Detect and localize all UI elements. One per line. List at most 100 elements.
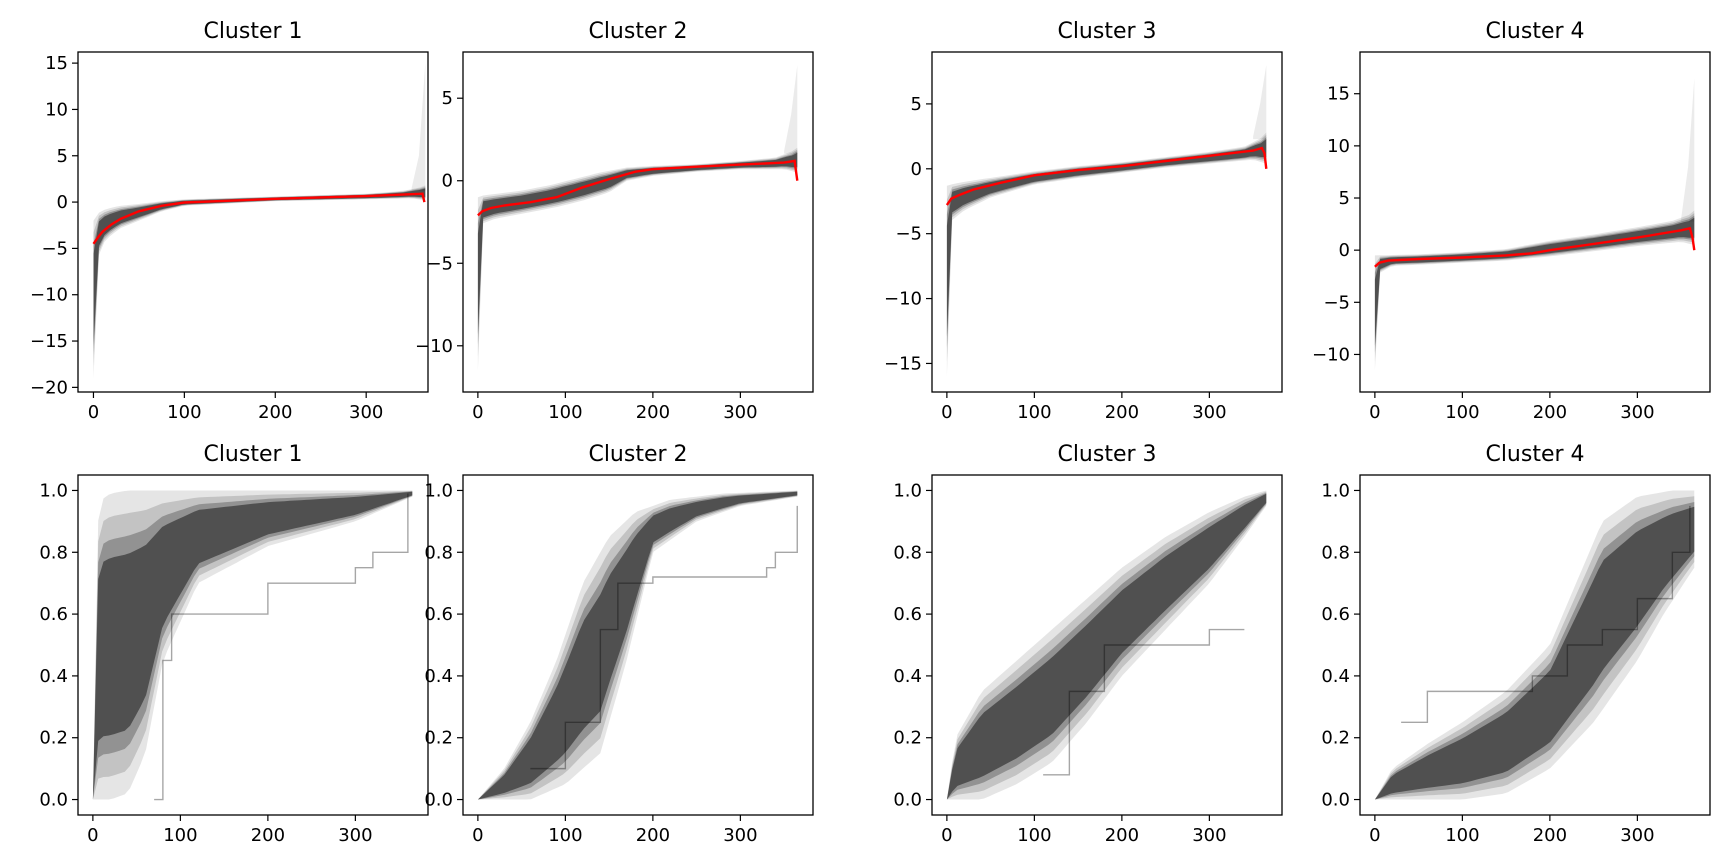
y-tick-label: 0.8 <box>893 542 922 563</box>
y-tick-label: −10 <box>415 336 453 357</box>
x-tick-label: 200 <box>258 402 292 423</box>
x-tick-label: 100 <box>1445 402 1479 423</box>
density-band-layer <box>1374 496 1695 800</box>
plot-area <box>92 490 413 801</box>
y-tick-label: 0.2 <box>424 728 453 749</box>
y-tick-label: 1.0 <box>1321 480 1350 501</box>
panel-8: 0 100 200 300 0.0 0.2 0.4 0.6 0.8 1.0 Cluster 4 <box>1321 442 1711 846</box>
density-band-layer <box>92 491 413 800</box>
density-band-layer <box>477 152 798 335</box>
y-tick-label: −5 <box>1323 292 1350 313</box>
panel-title: Cluster 3 <box>1057 19 1156 44</box>
mean-line <box>945 146 1268 206</box>
density-band-layer <box>477 491 798 800</box>
density-band-layer <box>946 134 1267 363</box>
x-tick-label: 0 <box>472 825 483 846</box>
y-tick-label: −20 <box>30 377 68 398</box>
axes-frame <box>931 474 1283 816</box>
x-tick-label: 200 <box>1533 825 1567 846</box>
y-tick-label: 0.2 <box>893 728 922 749</box>
y-tick-label: 0.2 <box>39 728 68 749</box>
y-tick-label: −5 <box>41 238 68 259</box>
x-tick-label: 100 <box>548 402 582 423</box>
panel-title: Cluster 2 <box>588 442 687 467</box>
y-tick-label: 0.6 <box>893 604 922 625</box>
y-tick-label: 0.4 <box>1321 666 1350 687</box>
density-band-layer <box>946 491 1267 800</box>
x-tick-label: 200 <box>1533 402 1567 423</box>
y-tick-label: 0.4 <box>424 666 453 687</box>
plot-area <box>477 490 798 800</box>
trace-line <box>530 505 798 770</box>
panel-title: Cluster 4 <box>1485 442 1584 467</box>
panel-title: Cluster 4 <box>1485 19 1584 44</box>
x-tick-label: 300 <box>338 825 372 846</box>
panel-title: Cluster 1 <box>203 19 302 44</box>
panel-1: 0 100 200 300 −20 −15 −10 −5 0 5 10 15 Cluster 1 <box>30 19 429 423</box>
mean-line <box>92 192 426 245</box>
x-tick-label: 300 <box>723 825 757 846</box>
y-tick-label: 0 <box>442 171 453 192</box>
y-tick-label: 15 <box>45 53 68 74</box>
panel-2: 0 100 200 300 −10 −5 0 5 Cluster 2 <box>415 19 814 423</box>
trace-line <box>154 493 409 801</box>
plot-area <box>946 490 1267 800</box>
x-tick-label: 0 <box>472 402 483 423</box>
x-tick-label: 0 <box>1369 825 1380 846</box>
density-band-layer <box>477 149 798 358</box>
y-tick-label: 0.8 <box>424 542 453 563</box>
mean-line <box>1374 226 1696 268</box>
density-band-layer <box>477 147 798 371</box>
density-band-layer <box>477 491 798 800</box>
y-tick-label: 0.0 <box>893 790 922 811</box>
axes-frame <box>931 51 1283 393</box>
tail-haze <box>1681 78 1695 222</box>
x-tick-label: 0 <box>87 825 98 846</box>
panel-title: Cluster 2 <box>588 19 687 44</box>
tail-haze <box>411 63 426 191</box>
density-band-layer <box>1374 217 1695 346</box>
axes-frame <box>462 51 814 393</box>
axes-frame <box>462 474 814 816</box>
x-tick-label: 200 <box>636 825 670 846</box>
y-tick-label: 0.0 <box>424 790 453 811</box>
tail-haze <box>784 65 798 154</box>
panel-7: 0 100 200 300 0.0 0.2 0.4 0.6 0.8 1.0 Cluster 3 <box>893 442 1283 846</box>
density-band-layer <box>477 151 798 345</box>
y-tick-label: 0.4 <box>893 666 922 687</box>
trace-line <box>1401 505 1691 723</box>
density-band-layer <box>92 491 413 800</box>
x-tick-label: 0 <box>941 402 952 423</box>
density-band-layer <box>1374 210 1695 371</box>
x-tick-label: 300 <box>1620 402 1654 423</box>
axes-frame <box>77 474 429 816</box>
y-tick-label: 0 <box>911 159 922 180</box>
y-tick-label: −10 <box>884 289 922 310</box>
density-band-layer <box>92 490 413 800</box>
y-tick-label: 1.0 <box>893 480 922 501</box>
x-tick-label: 300 <box>723 402 757 423</box>
panel-4: 0 100 200 300 −10 −5 0 5 10 15 Cluster 4 <box>1312 19 1711 423</box>
y-tick-label: 0.8 <box>39 542 68 563</box>
x-tick-label: 0 <box>1369 402 1380 423</box>
plot-area <box>92 63 426 379</box>
y-tick-label: 1.0 <box>39 480 68 501</box>
y-tick-label: 0.6 <box>39 604 68 625</box>
plot-area <box>945 65 1268 377</box>
density-band-layer <box>946 493 1267 800</box>
mean-line <box>477 159 799 217</box>
plot-area <box>1374 490 1695 800</box>
density-band-layer <box>477 490 798 800</box>
y-tick-label: 5 <box>442 88 453 109</box>
x-tick-label: 0 <box>88 402 99 423</box>
y-tick-label: 10 <box>1327 136 1350 157</box>
y-tick-label: 0.0 <box>1321 790 1350 811</box>
x-tick-label: 300 <box>1192 825 1226 846</box>
density-band-layer <box>1374 502 1695 800</box>
panel-6: 0 100 200 300 0.0 0.2 0.4 0.6 0.8 1.0 Cluster 2 <box>424 442 814 846</box>
x-tick-label: 300 <box>1620 825 1654 846</box>
y-tick-label: 0.6 <box>1321 604 1350 625</box>
x-tick-label: 300 <box>349 402 383 423</box>
y-tick-label: −10 <box>30 285 68 306</box>
plot-area <box>477 65 799 371</box>
